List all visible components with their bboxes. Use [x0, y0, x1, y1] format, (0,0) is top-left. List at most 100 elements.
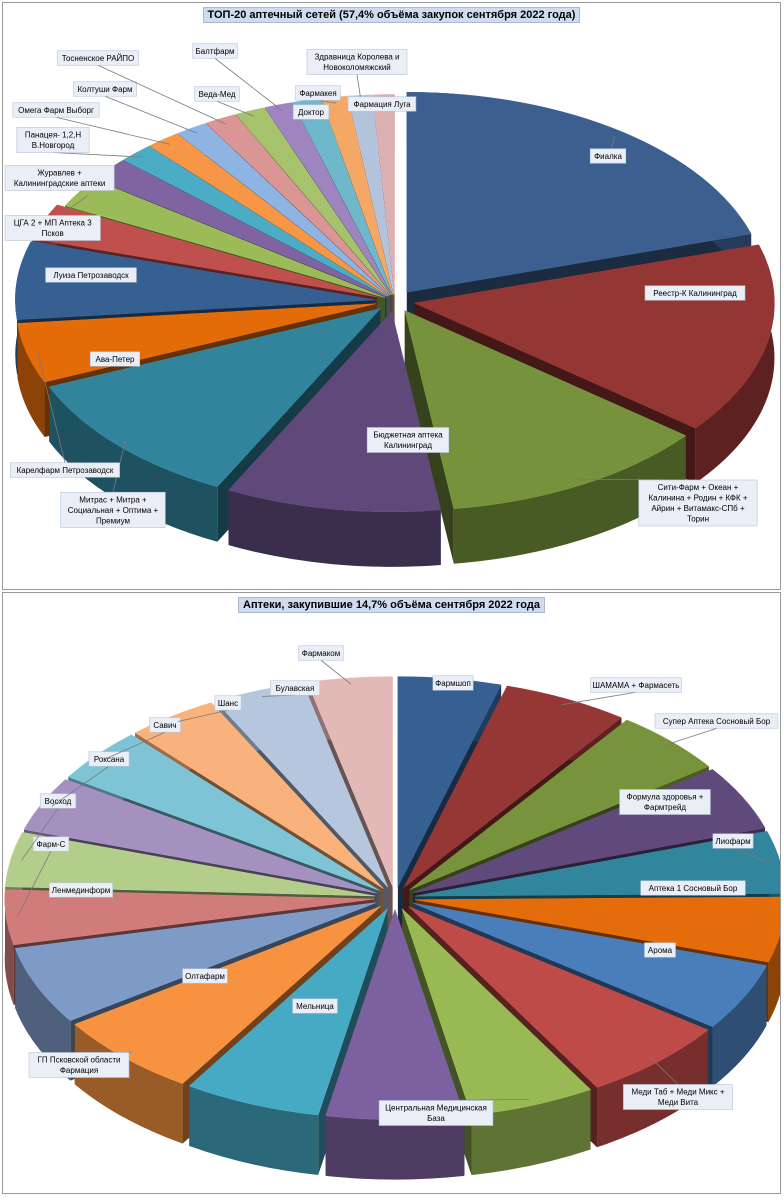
label-box	[12, 102, 100, 118]
pie-label: Фармакея	[295, 85, 341, 104]
slice-label-text: Савич	[153, 721, 176, 730]
slice-label-text: Фиалка	[594, 152, 622, 161]
label-leader-line	[21, 808, 59, 861]
pie-label: Доктор	[292, 104, 330, 120]
pie-slice-rim	[325, 1115, 465, 1180]
pie-slice-rim	[228, 490, 441, 567]
label-box	[269, 680, 320, 696]
label-box	[88, 751, 130, 767]
pie-label: Тосненское РАЙПО	[56, 50, 226, 125]
label-box	[589, 148, 627, 164]
slice-label-text: Восход	[45, 797, 72, 806]
pie-label: Балтфарм	[192, 43, 283, 111]
pie-label: Фармация Луга	[347, 96, 417, 112]
pie-slice-rim	[695, 244, 775, 484]
label-leader-line	[105, 731, 166, 760]
slice-label-text: Шанс	[218, 699, 238, 708]
label-box	[638, 479, 758, 527]
slice-label-text: Торин	[687, 515, 709, 524]
slice-label-text: Формула здоровья +	[627, 793, 704, 802]
label-leader-line	[37, 351, 66, 463]
pie-label: Омега Фарм Выборг	[12, 102, 170, 145]
slice-label-text: Аптека 1 Сосновый Бор	[649, 884, 738, 893]
pie-slice-top	[415, 830, 780, 897]
label-box	[654, 713, 779, 729]
slice-label-text: Фармация Луга	[353, 100, 411, 109]
label-box	[295, 85, 341, 101]
slice-label-text: Айрин + Витамакс-СПб +	[651, 504, 745, 513]
label-box	[623, 1084, 733, 1110]
label-box	[378, 1100, 494, 1126]
label-box	[39, 793, 77, 809]
pie-label: Журавлев +Калининградские аптеки	[4, 165, 117, 191]
slice-label-text: Роксана	[94, 755, 125, 764]
label-box	[4, 215, 101, 241]
label-box	[60, 491, 166, 529]
pie-slice-top	[372, 94, 395, 295]
slice-label-text: Карелфарм Петрозаводск	[17, 466, 114, 475]
slice-label-text: Митрас + Митра +	[79, 495, 147, 504]
label-leader-line	[52, 152, 144, 158]
pie-label: Фармаком	[298, 645, 352, 685]
chart-title: ТОП-20 аптечный сетей (57,4% объёма заку…	[3, 7, 780, 23]
slice-label-text: Калинина + Родин + КФК +	[648, 494, 747, 503]
pie-label: Меди Таб + Меди Микс +Меди Вита	[623, 1056, 733, 1110]
pie-label: Колтуши Фарм	[73, 81, 198, 134]
slice-label-text: Фармаком	[302, 649, 340, 658]
label-box	[298, 645, 344, 661]
label-box	[90, 351, 141, 367]
pie-label: Шанс	[177, 695, 242, 722]
pie-slice-top	[228, 311, 442, 513]
slice-label-text: Балтфарм	[195, 47, 234, 56]
label-box	[590, 677, 682, 693]
pie-slice-top	[149, 133, 388, 297]
slice-label-text: ШАМАМА + Фармасеть	[593, 681, 680, 690]
slice-label-text: Здравница Королева и	[314, 53, 399, 62]
slice-label-text: Фарм-С	[37, 840, 66, 849]
pie-label: Олтафарм	[182, 968, 228, 984]
pie-slice-top	[403, 685, 622, 888]
slice-label-text: Сити-Фарм + Океан +	[658, 483, 739, 492]
slice-label-text: Омега Фарм Выборг	[18, 106, 94, 115]
label-leader-line	[561, 691, 637, 706]
label-leader-line	[16, 851, 52, 918]
slice-label-text: Премиум	[96, 516, 130, 525]
label-box	[432, 675, 474, 691]
pie-label: Ава-Петер	[90, 351, 141, 367]
slice-label-text: Псков	[42, 229, 64, 238]
label-box	[192, 43, 238, 59]
slice-label-text: Булавская	[276, 684, 315, 693]
pie-chart-top20: Фиалка Реестр-К Калининград Сити-Фарм + Ок…	[4, 43, 775, 567]
slice-label-text: Луиза Петрозаводск	[53, 271, 129, 280]
label-leader-line	[214, 57, 283, 111]
pie-slice-rim	[15, 948, 71, 1081]
slice-label-text: Арома	[648, 946, 673, 955]
pie-label: Панацея- 1,2,НВ.Новгород	[16, 127, 144, 158]
label-box	[292, 104, 330, 120]
pie-slice-top	[4, 889, 375, 946]
slice-label-text: База	[427, 1114, 445, 1123]
slice-label-text: ГП Псковской области	[38, 1056, 121, 1065]
pie-chart-pharmacies: Фармшоп ШАМАМА + Фармасеть Супер Аптека Со…	[4, 645, 780, 1180]
slice-label-text: Фармация	[60, 1066, 98, 1075]
slice-label-text: Бюджетная аптека	[373, 431, 443, 440]
chart-panel-pharmacies: Аптеки, закупившие 14,7% объёма сентября…	[2, 592, 781, 1194]
slice-label-text: Олтафарм	[185, 972, 225, 981]
label-box	[182, 968, 228, 984]
pie-label: Савич	[105, 717, 181, 760]
pie-label: Ленмединформ	[49, 882, 113, 898]
label-box	[16, 127, 90, 153]
pie-slice-top	[406, 91, 752, 293]
pie-slice-rim	[4, 889, 14, 1005]
pie-label: Аптека 1 Сосновый Бор	[640, 880, 746, 896]
label-leader-line	[177, 709, 229, 722]
pie-labels: Фармшоп ШАМАМА + Фармасеть Супер Аптека Со…	[16, 645, 779, 1126]
slice-label-text: Меди Таб + Меди Микс +	[631, 1088, 724, 1097]
label-box	[644, 285, 746, 301]
slice-label-text: Журавлев +	[37, 169, 82, 178]
label-box	[619, 789, 711, 815]
pie-slice-top	[404, 310, 687, 509]
pie-slice-top	[415, 896, 780, 963]
